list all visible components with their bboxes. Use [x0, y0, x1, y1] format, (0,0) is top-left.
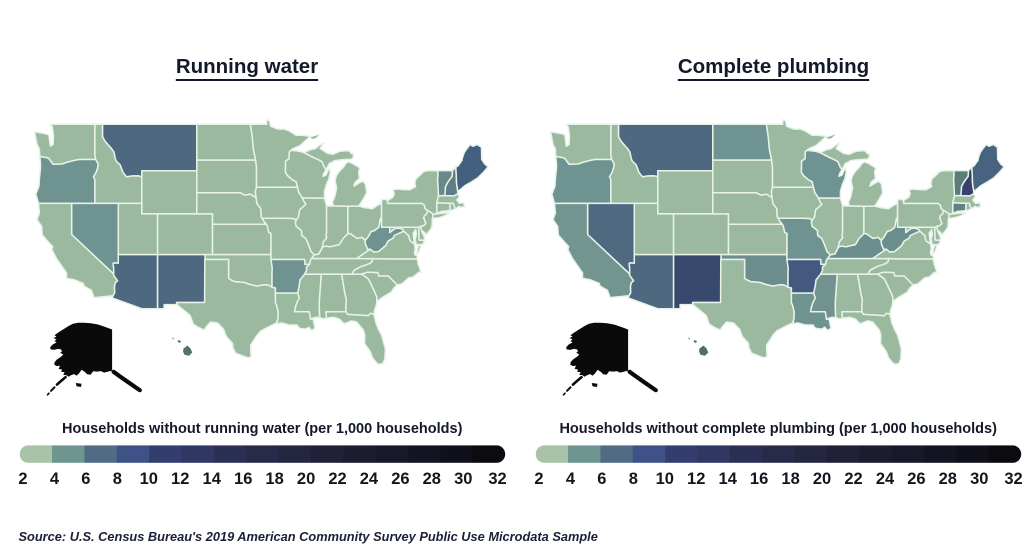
- svg-text:4: 4: [566, 470, 576, 488]
- svg-text:24: 24: [876, 470, 895, 488]
- svg-text:26: 26: [391, 470, 409, 488]
- svg-text:10: 10: [656, 470, 674, 488]
- svg-text:8: 8: [113, 470, 122, 488]
- svg-text:28: 28: [939, 470, 957, 488]
- svg-text:20: 20: [297, 470, 315, 488]
- svg-text:32: 32: [488, 470, 506, 488]
- svg-text:26: 26: [907, 470, 925, 488]
- svg-text:4: 4: [50, 470, 60, 488]
- svg-text:14: 14: [203, 470, 222, 488]
- svg-text:14: 14: [719, 470, 738, 488]
- svg-text:2: 2: [18, 470, 27, 488]
- svg-text:30: 30: [970, 470, 988, 488]
- svg-text:12: 12: [171, 470, 189, 488]
- svg-text:16: 16: [750, 470, 768, 488]
- svg-text:22: 22: [844, 470, 862, 488]
- svg-text:8: 8: [629, 470, 638, 488]
- svg-text:22: 22: [328, 470, 346, 488]
- svg-text:6: 6: [81, 470, 90, 488]
- svg-text:18: 18: [265, 470, 283, 488]
- svg-text:20: 20: [813, 470, 831, 488]
- svg-text:28: 28: [423, 470, 441, 488]
- svg-text:6: 6: [597, 470, 606, 488]
- svg-text:30: 30: [454, 470, 472, 488]
- svg-text:2: 2: [534, 470, 543, 488]
- svg-text:18: 18: [781, 470, 799, 488]
- svg-text:10: 10: [140, 470, 158, 488]
- svg-text:32: 32: [1004, 470, 1022, 488]
- svg-text:24: 24: [360, 470, 379, 488]
- svg-text:16: 16: [234, 470, 252, 488]
- svg-text:12: 12: [687, 470, 705, 488]
